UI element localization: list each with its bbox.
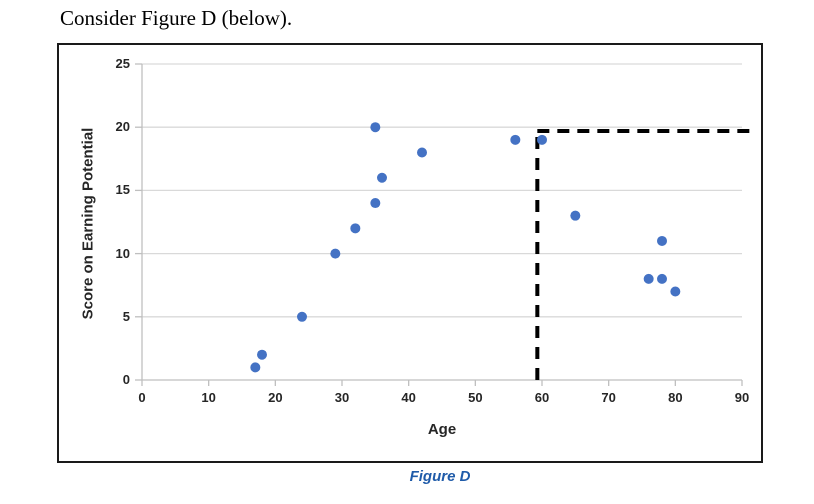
x-tick-label-90: 90 <box>734 390 750 405</box>
scatter-point <box>370 198 381 209</box>
y-tick-label-25: 25 <box>115 56 130 71</box>
x-tick-label-50: 50 <box>468 390 483 405</box>
figure-caption: Figure D <box>409 468 471 485</box>
page-title: Consider Figure D (below). <box>60 6 293 30</box>
scatter-point <box>670 286 681 297</box>
x-tick-label-10: 10 <box>201 390 216 405</box>
scatter-point <box>330 248 341 259</box>
scatter-point <box>570 210 581 221</box>
x-tick-label-20: 20 <box>268 390 283 405</box>
x-tick-label-30: 30 <box>334 390 350 405</box>
y-tick-label-5: 5 <box>122 308 130 324</box>
x-tick-label-40: 40 <box>401 390 416 405</box>
scatter-point <box>510 134 521 145</box>
x-tick-label-70: 70 <box>601 390 616 405</box>
scatter-point <box>417 147 427 158</box>
scatter-point <box>657 235 667 246</box>
scatter-point <box>370 122 381 133</box>
x-tick-label-80: 80 <box>668 390 683 405</box>
y-tick-label-10: 10 <box>115 245 130 261</box>
scatter-point <box>377 172 387 183</box>
scatter-point <box>643 273 654 284</box>
scatter-point <box>297 311 307 322</box>
y-tick-label-20: 20 <box>115 119 130 135</box>
x-tick-label-60: 60 <box>534 390 550 405</box>
scatter-point <box>257 349 267 360</box>
y-tick-label-15: 15 <box>115 182 130 198</box>
y-tick-label-0: 0 <box>122 372 130 387</box>
x-tick-label-0: 0 <box>138 390 146 405</box>
x-axis-title: Age <box>427 421 457 438</box>
scatter-point <box>537 134 547 145</box>
scatter-plot-area <box>135 63 752 386</box>
scatter-point <box>350 223 361 234</box>
scatter-point <box>250 362 261 373</box>
scatter-point <box>657 273 667 284</box>
